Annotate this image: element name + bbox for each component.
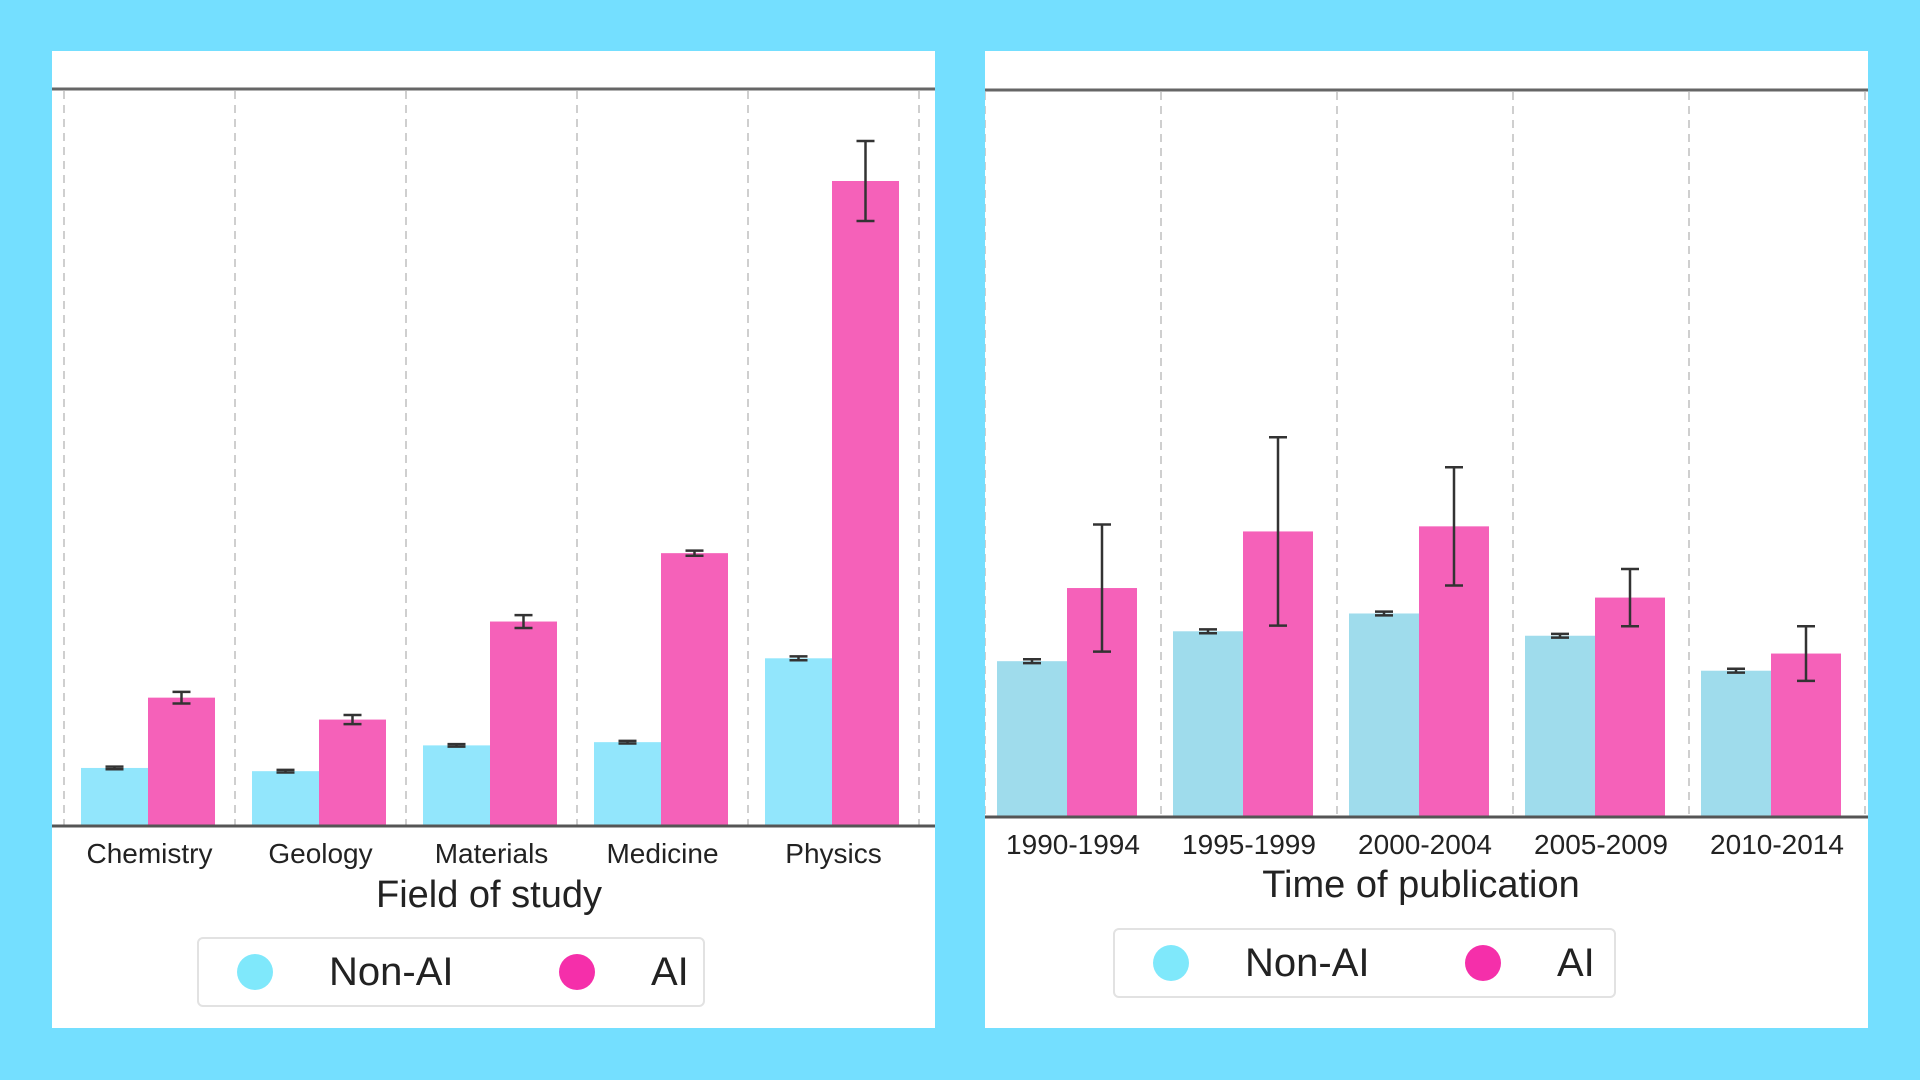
x-tick-label: 2000-2004 — [1358, 829, 1492, 860]
x-tick-label: Materials — [435, 838, 549, 869]
legend-ai-dot — [1465, 945, 1501, 981]
x-tick-label: Physics — [785, 838, 881, 869]
legend-ai-label: AI — [651, 949, 689, 994]
bar-nonai-physics — [765, 658, 832, 826]
legend: Non-AI AI — [1113, 928, 1616, 998]
x-tick-label: 2010-2014 — [1710, 829, 1844, 860]
legend-item-ai: AI — [559, 939, 689, 1005]
x-tick-label: 1995-1999 — [1182, 829, 1316, 860]
legend-nonai-dot — [1153, 945, 1189, 981]
chart-panel-time: 1990-1994 1995-1999 2000-2004 2005-2009 2010… — [985, 51, 1868, 1028]
bar-nonai-2010-2014 — [1701, 670, 1771, 817]
bar-nonai-medicine — [594, 742, 661, 826]
x-tick-label: Chemistry — [86, 838, 212, 869]
legend-nonai-label: Non-AI — [329, 949, 454, 994]
legend-item-nonai: Non-AI — [237, 939, 454, 1005]
x-axis-title: Time of publication — [1262, 864, 1580, 906]
bar-nonai-2000-2004 — [1349, 613, 1419, 817]
bar-ai-chemistry — [148, 697, 215, 826]
bar-nonai-2005-2009 — [1525, 635, 1595, 817]
legend-ai-dot — [559, 954, 595, 990]
x-tick-label: 2005-2009 — [1534, 829, 1668, 860]
bar-ai-geology — [319, 719, 386, 826]
bar-ai-medicine — [661, 553, 728, 826]
bar-nonai-materials — [423, 745, 490, 826]
legend-item-ai: AI — [1465, 930, 1595, 996]
chart-panel-field: Chemistry Geology Materials Medicine Physics… — [52, 51, 935, 1028]
chart-field-of-study: Chemistry Geology Materials Medicine Physics… — [52, 87, 935, 916]
bar-nonai-chemistry — [81, 767, 148, 826]
x-tick-label: 1990-1994 — [1006, 829, 1140, 860]
x-tick-label: Geology — [268, 838, 372, 869]
bar-ai-physics — [832, 181, 899, 826]
legend-ai-label: AI — [1557, 940, 1595, 985]
legend-nonai-dot — [237, 954, 273, 990]
legend: Non-AI AI — [197, 937, 705, 1007]
bar-ai-2005-2009 — [1595, 597, 1665, 817]
legend-nonai-label: Non-AI — [1245, 940, 1370, 985]
bar-nonai-1990-1994 — [997, 661, 1067, 817]
bar-ai-materials — [490, 621, 557, 826]
bar-nonai-geology — [252, 771, 319, 826]
bar-nonai-1995-1999 — [1173, 631, 1243, 817]
x-axis-title: Field of study — [376, 874, 602, 916]
legend-item-nonai: Non-AI — [1153, 930, 1370, 996]
chart-time-of-publication: 1990-1994 1995-1999 2000-2004 2005-2009 2010… — [985, 88, 1868, 906]
x-tick-label: Medicine — [606, 838, 718, 869]
